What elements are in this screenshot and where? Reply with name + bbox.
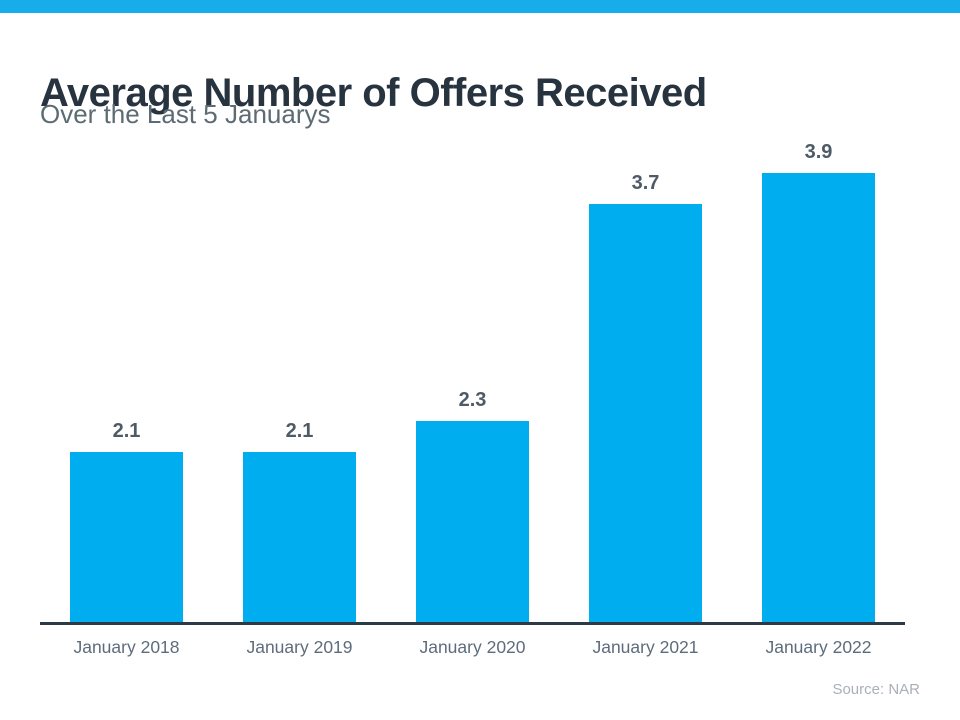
bar-group: 2.1 [40,420,213,622]
bar-chart: 2.1 2.1 2.3 3.7 3.9 January 2018 January 2019… [40,141,905,658]
bar-group: 2.3 [386,389,559,622]
bar-value-label: 2.1 [285,420,314,442]
bar [589,204,702,622]
bar-value-label: 3.9 [804,141,833,163]
bar-value-label: 3.7 [631,172,660,194]
bar-value-label: 2.3 [458,389,487,411]
bar [416,421,529,622]
x-axis-line [40,622,905,625]
bar [762,173,875,622]
source-note: Source: NAR [832,681,920,698]
page-title: Average Number of Offers Received [40,70,707,115]
bar-group: 3.9 [732,141,905,622]
x-axis-label: January 2021 [592,637,699,657]
chart-plot: 2.1 2.1 2.3 3.7 3.9 [40,141,905,622]
bar [70,452,183,622]
x-axis-label: January 2018 [73,637,180,657]
x-axis-labels: January 2018 January 2019 January 2020 Janu… [40,625,905,658]
x-axis-label: January 2019 [246,637,353,657]
page-subtitle: Over the Last 5 Januarys [40,99,331,129]
bar-group: 3.7 [559,172,732,622]
x-axis-label: January 2022 [765,637,872,657]
bar [243,452,356,622]
bar-group: 2.1 [213,420,386,622]
top-accent-bar [0,0,960,13]
bar-value-label: 2.1 [112,420,141,442]
x-axis-label: January 2020 [419,637,526,657]
